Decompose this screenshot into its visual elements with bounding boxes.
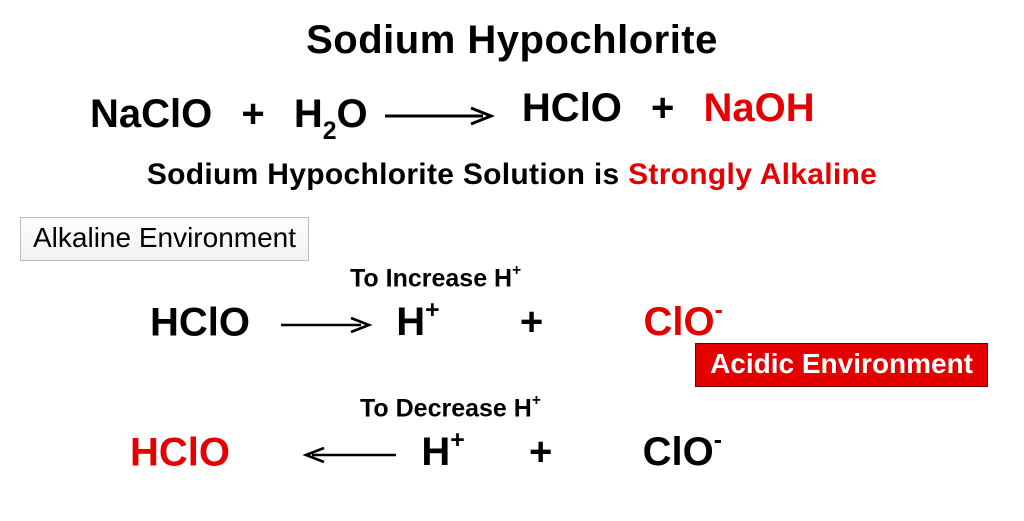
eq3-clo: ClO — [643, 430, 714, 474]
note-inc-prefix: To Increase H — [350, 264, 512, 292]
eq3-h-sup: + — [450, 427, 464, 454]
plus-sign: + — [651, 86, 674, 130]
h2o-h: H — [294, 92, 323, 136]
diagram-stage: Sodium Hypochlorite NaClO + H2O HClO + N… — [0, 0, 1024, 521]
eq1-rhs-hclo: HClO — [522, 86, 622, 130]
eq2-clo-sup: - — [715, 297, 723, 324]
h2o-o: O — [337, 92, 368, 136]
eq3-h: H — [421, 430, 450, 474]
eq2-clo: ClO — [643, 300, 714, 344]
equation-dissociation-forward: HClO H+ + ClO- — [150, 300, 723, 345]
eq3-lhs-hclo: HClO — [130, 430, 230, 474]
eq1-rhs-naoh: NaOH — [704, 86, 815, 130]
note-inc-sup: + — [512, 262, 521, 279]
equation-dissociation-reverse: HClO H+ + ClO- — [130, 430, 722, 475]
eq1-lhs-h2o: H2O — [294, 92, 379, 136]
eq2-clo-minus: ClO- — [643, 300, 722, 344]
eq1-lhs-naclo: NaClO — [90, 92, 212, 136]
subtitle-alkaline: Sodium Hypochlorite Solution is Strongly… — [0, 158, 1024, 192]
page-title: Sodium Hypochlorite — [0, 18, 1024, 63]
equation-hydrolysis: NaClO + H2O HClO + NaOH — [90, 92, 815, 143]
arrow-right-icon — [383, 106, 501, 126]
eq3-clo-minus: ClO- — [643, 430, 722, 474]
note-decrease-h: To Decrease H+ — [360, 394, 541, 423]
plus-sign: + — [520, 300, 543, 344]
eq3-h-plus: H+ — [421, 430, 476, 474]
arrow-right-icon — [279, 316, 375, 334]
eq2-h: H — [396, 300, 425, 344]
eq1-rhs: HClO + NaOH — [522, 86, 815, 130]
note-increase-h: To Increase H+ — [350, 264, 521, 293]
eq3-clo-sup: - — [714, 427, 722, 454]
eq2-h-sup: + — [425, 297, 439, 324]
badge-alkaline-environment: Alkaline Environment — [20, 217, 309, 261]
badge-acidic-environment: Acidic Environment — [695, 343, 988, 387]
note-dec-prefix: To Decrease H — [360, 394, 532, 422]
plus-sign: + — [241, 92, 264, 136]
plus-sign: + — [529, 430, 552, 474]
eq2-h-plus: H+ — [396, 300, 451, 344]
arrow-left-icon — [294, 446, 400, 464]
note-dec-sup: + — [532, 392, 541, 409]
subtitle-emph: Strongly Alkaline — [628, 158, 877, 191]
subtitle-prefix: Sodium Hypochlorite Solution is — [147, 158, 628, 191]
eq2-lhs-hclo: HClO — [150, 300, 250, 344]
h2o-sub2: 2 — [323, 118, 337, 145]
